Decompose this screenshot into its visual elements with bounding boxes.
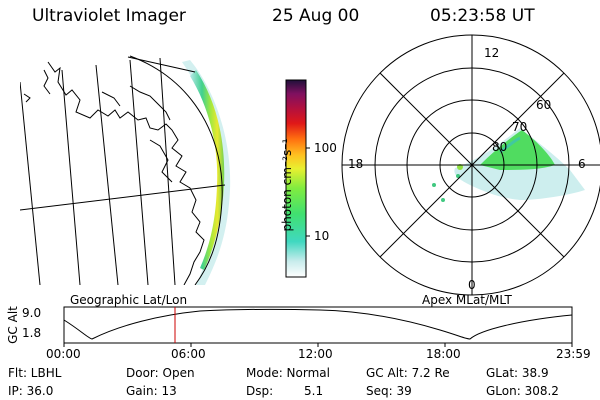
lat-label-80: 80 [492, 140, 508, 154]
colorbar-tick-10: 10 [314, 229, 330, 243]
door-status: Door: Open [126, 366, 195, 380]
gc-alt-status: GC Alt: 7.2 Re [366, 366, 450, 380]
instrument-title: Ultraviolet Imager [32, 6, 186, 26]
glon-status: GLon: 308.2 [486, 384, 559, 398]
colorbar-tick-100: 100 [314, 141, 337, 155]
date-label: 25 Aug 00 [272, 6, 360, 26]
dsp-value: 5.1 [304, 384, 324, 398]
altitude-axis-label: GC Alt [5, 306, 20, 344]
lat-label-60: 60 [536, 98, 552, 112]
time-tick-0000: 00:00 [46, 347, 81, 361]
time-label: 05:23:58 UT [430, 6, 535, 26]
glat-status: GLat: 38.9 [486, 366, 549, 380]
left-panel-caption: Geographic Lat/Lon [70, 293, 188, 307]
aurora-limb-glow [182, 60, 231, 285]
time-tick-0600: 06:00 [171, 347, 206, 361]
dsp-label: Dsp: [246, 384, 274, 398]
colorbar [285, 79, 310, 278]
time-tick-2359: 23:59 [556, 347, 591, 361]
aurora-limb-band [190, 70, 225, 270]
ip-status: IP: 36.0 [8, 384, 54, 398]
colorbar-unit-label: photon cm⁻²s⁻¹ [280, 138, 294, 232]
mlt-label-0: 0 [468, 278, 476, 292]
seq-status: Seq: 39 [366, 384, 412, 398]
mlt-label-18: 18 [348, 157, 364, 171]
altitude-tick-9: 9.0 [22, 306, 42, 320]
polar-plot [341, 34, 600, 296]
right-panel-caption: Apex MLat/MLT [422, 293, 512, 307]
mlt-label-12: 12 [484, 46, 500, 60]
mlt-label-6: 6 [578, 157, 586, 171]
filter-status: Flt: LBHL [8, 366, 62, 380]
altitude-plot [63, 306, 573, 347]
lat-label-70: 70 [512, 120, 528, 134]
geographic-map [20, 55, 231, 285]
gain-status: Gain: 13 [126, 384, 177, 398]
time-tick-1200: 12:00 [298, 347, 333, 361]
mode-status: Mode: Normal [246, 366, 330, 380]
time-tick-1800: 18:00 [426, 347, 461, 361]
altitude-tick-1-8: 1.8 [22, 326, 42, 340]
